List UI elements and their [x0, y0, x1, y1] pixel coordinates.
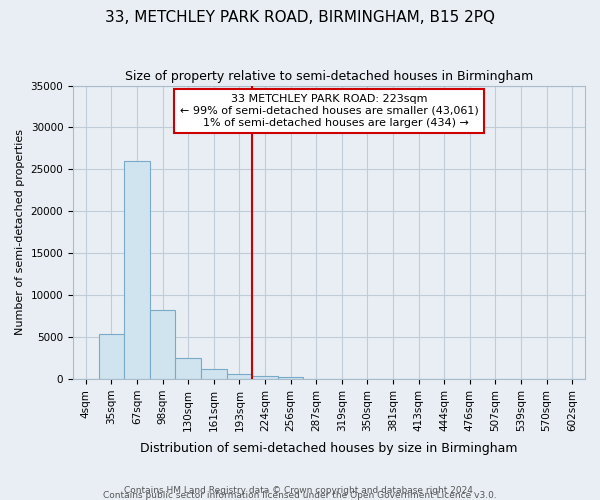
Text: 33, METCHLEY PARK ROAD, BIRMINGHAM, B15 2PQ: 33, METCHLEY PARK ROAD, BIRMINGHAM, B15 …	[105, 10, 495, 25]
Bar	[124, 161, 150, 379]
Bar	[150, 310, 175, 379]
Bar	[252, 376, 278, 379]
Bar	[278, 376, 304, 379]
X-axis label: Distribution of semi-detached houses by size in Birmingham: Distribution of semi-detached houses by …	[140, 442, 518, 455]
Text: Contains HM Land Registry data © Crown copyright and database right 2024.: Contains HM Land Registry data © Crown c…	[124, 486, 476, 495]
Title: Size of property relative to semi-detached houses in Birmingham: Size of property relative to semi-detach…	[125, 70, 533, 83]
Text: 33 METCHLEY PARK ROAD: 223sqm
← 99% of semi-detached houses are smaller (43,061): 33 METCHLEY PARK ROAD: 223sqm ← 99% of s…	[179, 94, 478, 128]
Y-axis label: Number of semi-detached properties: Number of semi-detached properties	[15, 130, 25, 336]
Bar	[175, 358, 201, 379]
Bar	[98, 334, 124, 379]
Bar	[201, 369, 227, 379]
Bar	[227, 374, 252, 379]
Text: Contains public sector information licensed under the Open Government Licence v3: Contains public sector information licen…	[103, 491, 497, 500]
